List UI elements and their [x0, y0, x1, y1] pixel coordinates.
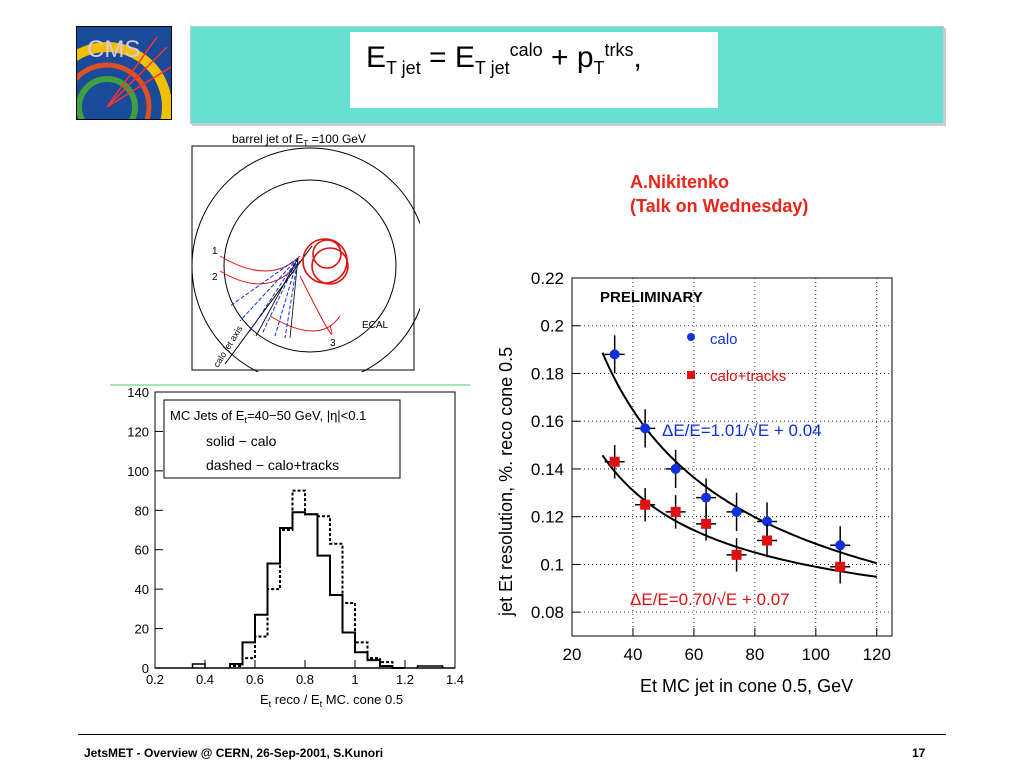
hist-tail-bin [191, 663, 206, 668]
legend-calo-label: calo [710, 331, 738, 348]
res-ytick-label: 0.18 [531, 364, 564, 383]
res-xtick-label: 120 [863, 645, 891, 664]
res-point-tracks [670, 506, 681, 517]
res-point-calo [609, 349, 620, 360]
legend-tracks-label: calo+tracks [710, 368, 786, 385]
res-xtick-label: 20 [563, 645, 582, 664]
hist-ytick-label: 140 [127, 385, 149, 400]
res-frame [571, 277, 893, 637]
hist-info-box [163, 399, 401, 479]
event-title: barrel jet of ET =100 GeV [232, 132, 366, 148]
formula: ET jet = ET jetcalo + pTtrks, [366, 40, 642, 78]
hist-ytick-label: 80 [135, 503, 149, 518]
res-point-tracks [762, 535, 773, 546]
histogram-chart: MC Jets of Et=40−50 GeV, |η|<0.1 solid −… [127, 385, 464, 709]
author-name: A.Nikitenko [630, 172, 730, 192]
res-title: PRELIMINARY [600, 289, 703, 306]
res-point-tracks [640, 499, 651, 510]
res-point-tracks [609, 456, 620, 467]
res-xtick-label: 40 [623, 645, 642, 664]
res-point-calo [762, 516, 773, 527]
res-point-calo [835, 540, 846, 551]
res-ytick-label: 0.16 [531, 412, 564, 431]
res-point-calo [731, 506, 742, 517]
res-xlabel: Et MC jet in cone 0.5, GeV [640, 676, 853, 696]
hist-xtick-label: 0.8 [296, 672, 314, 687]
res-ytick-label: 0.22 [531, 269, 564, 288]
hist-ytick-label: 100 [127, 464, 149, 479]
hist-legend-solid: solid − calo [206, 433, 277, 449]
res-xtick-label: 80 [745, 645, 764, 664]
res-point-tracks [835, 561, 846, 572]
hist-legend-dashed: dashed − calo+tracks [206, 457, 339, 473]
res-point-calo [670, 463, 681, 474]
hist-ytick-label: 60 [135, 543, 149, 558]
hist-box-title: MC Jets of Et=40−50 GeV, |η|<0.1 [170, 408, 366, 425]
hist-xtick-label: 0.2 [146, 672, 164, 687]
res-ytick-label: 0.14 [531, 460, 564, 479]
hist-ytick-label: 40 [135, 582, 149, 597]
hist-ytick-label: 120 [127, 424, 149, 439]
hist-series-solid [229, 511, 405, 669]
res-ytick-label: 0.2 [540, 317, 564, 336]
hist-series-dashed [229, 489, 405, 669]
hist-xtick-label: 1.2 [396, 672, 414, 687]
hist-ytick-label: 0 [142, 661, 149, 676]
divider [110, 384, 470, 386]
resolution-chart: 0.08 0.1 0.12 0.14 0.16 0.18 0.2 0.22 20 40 60 80 10… [496, 269, 893, 696]
page-number: 17 [912, 746, 926, 760]
hist-xtick-label: 0.4 [196, 672, 214, 687]
res-point-calo [640, 423, 651, 434]
res-ytick-label: 0.1 [540, 555, 564, 574]
res-ytick-label: 0.12 [531, 508, 564, 527]
hist-xtick-label: 1 [351, 672, 358, 687]
logo-text: CMS [87, 36, 140, 63]
res-ytick-label: 0.08 [531, 603, 564, 622]
hist-tail-bin [416, 665, 444, 668]
formula-box [350, 32, 718, 108]
track-label-3: 3 [330, 338, 336, 349]
fit-calo-label: ΔE/E=1.01/√E + 0.04 [662, 421, 822, 440]
legend-tracks-marker [687, 371, 695, 379]
track-label-2: 2 [212, 272, 218, 283]
res-xtick-label: 60 [684, 645, 703, 664]
event-display: barrel jet of ET =100 GeV 1 2 3 ECAL cal… [191, 132, 420, 372]
hist-ytick-label: 20 [135, 622, 149, 637]
fit-tracks-label: ΔE/E=0.70/√E + 0.07 [630, 590, 790, 609]
author-note: A.Nikitenko (Talk on Wednesday) [630, 170, 808, 218]
footer-rule [78, 734, 946, 735]
legend-calo-marker [687, 333, 695, 341]
ecal-label: ECAL [362, 320, 389, 331]
footer-caption: JetsMET - Overview @ CERN, 26-Sep-2001, … [84, 746, 384, 760]
hist-xlabel: Et reco / Et MC. cone 0.5 [260, 692, 403, 709]
res-point-calo [701, 492, 712, 503]
hist-xtick-label: 1.4 [446, 672, 464, 687]
res-point-tracks [731, 549, 742, 560]
cms-logo: CMS [76, 26, 172, 120]
hist-xtick-label: 0.6 [246, 672, 264, 687]
talk-note: (Talk on Wednesday) [630, 196, 809, 216]
res-point-tracks [701, 518, 712, 529]
res-xtick-label: 100 [802, 645, 830, 664]
res-ylabel: jet Et resolution, %. reco cone 0.5 [496, 347, 516, 617]
track-label-1: 1 [212, 246, 218, 257]
